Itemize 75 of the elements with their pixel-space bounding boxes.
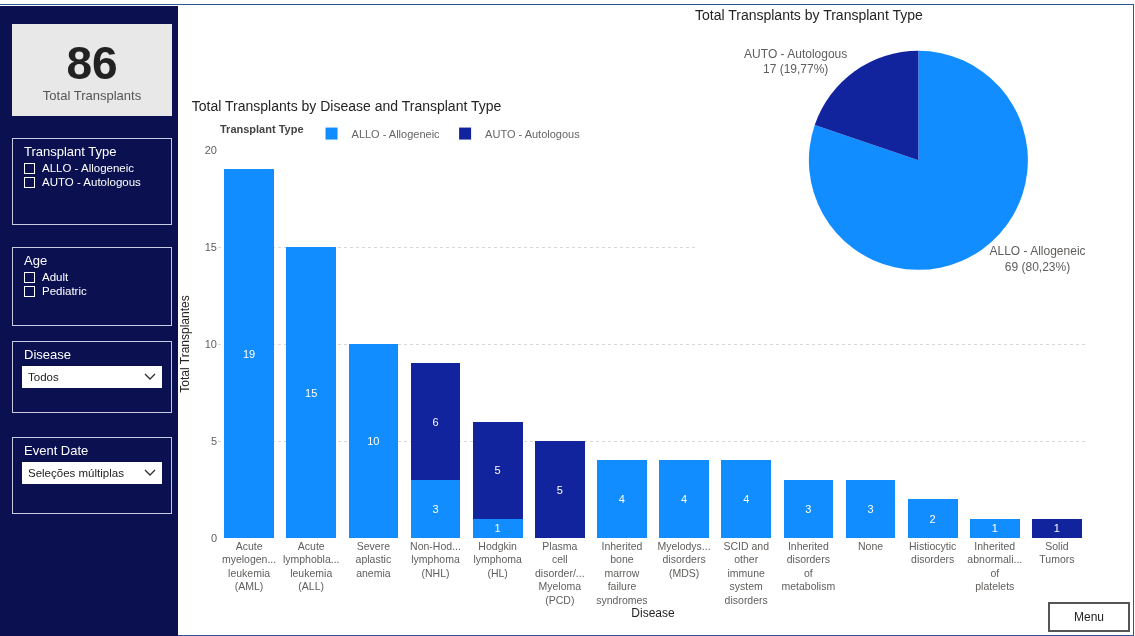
slice-label: AUTO - Autologous: [744, 46, 848, 61]
data-label: 5: [494, 464, 501, 477]
text: ALLO - Allogeneic: [41, 162, 136, 174]
data-label: 19: [242, 347, 256, 360]
data-label: 4: [743, 493, 750, 506]
x-tick-label: Inherited bone marrow failure syndromes: [596, 539, 648, 607]
y-tick-label: 0: [210, 531, 217, 544]
x-tick-label: Hodgkin lymphoma (HL): [473, 539, 523, 579]
x-tick-label: Histiocytic disorders: [909, 539, 957, 566]
y-tick-label: 5: [210, 434, 217, 447]
y-tick-label: 15: [204, 240, 217, 253]
data-label: 3: [432, 502, 439, 515]
text: Todos: [28, 371, 59, 383]
data-label: 5: [556, 483, 563, 496]
x-axis-title: Disease: [631, 606, 675, 621]
legend-title: Transplant Type: [220, 123, 304, 136]
bar: [845, 479, 896, 538]
x-tick-label: Non-Hod... lymphoma (NHL): [410, 539, 461, 579]
data-label: 3: [805, 502, 812, 515]
data-label: 17 (19,77%): [762, 62, 829, 77]
bar: [1032, 518, 1082, 538]
x-tick-label: Inherited abnormali... of platelets: [967, 539, 1023, 593]
legend-label: AUTO - Autologous: [485, 127, 581, 140]
bar: [597, 460, 647, 538]
text: Age: [24, 253, 49, 268]
bar: [348, 344, 399, 538]
text: Pediatric: [41, 285, 88, 297]
text: 86: [65, 37, 119, 89]
data-label: 69 (80,23%): [1004, 259, 1071, 274]
data-label: 4: [618, 493, 625, 506]
x-tick-label: Acute lymphobla... leukemia (ALL): [282, 539, 340, 593]
chart-title: Total Transplants by Transplant Type: [695, 7, 923, 24]
y-tick-label: 20: [204, 143, 217, 156]
text: AUTO - Autologous: [41, 176, 142, 188]
data-label: 10: [367, 435, 380, 447]
bar: [907, 499, 958, 538]
bar: [410, 479, 461, 538]
x-tick-label: Inherited disorders of metabolism: [781, 539, 836, 593]
x-tick-label: Solid Tumors: [1039, 539, 1075, 566]
y-axis-title: Total Transplantes: [178, 295, 193, 393]
text: Adult: [41, 271, 70, 283]
text: Total Transplants: [41, 88, 143, 103]
x-tick-label: Myelodys... disorders (MDS): [657, 539, 711, 579]
x-tick-label: Acute myelogen... leukemia (AML): [221, 539, 277, 593]
data-label: 2: [929, 512, 936, 525]
text: Seleções múltiplas: [28, 467, 124, 479]
bar: [659, 460, 709, 538]
data-label: 15: [305, 386, 318, 399]
chart-title: Total Transplants by Disease and Transplant Type: [191, 97, 502, 114]
bar: [472, 421, 523, 519]
text: Event Date: [24, 443, 90, 458]
bar: [969, 518, 1020, 538]
bar: [783, 479, 834, 538]
x-tick-label: Plasma cell disorder/... Myeloma (PCD): [534, 539, 585, 607]
bar: [534, 441, 585, 538]
data-label: 1: [494, 522, 501, 535]
x-tick-label: None: [857, 539, 884, 552]
x-tick-label: Severe aplastic anemia: [355, 539, 392, 579]
data-label: 6: [432, 415, 439, 428]
data-label: 4: [681, 493, 688, 506]
legend-label: ALLO - Allogeneic: [351, 127, 441, 140]
x-tick-label: SCID and other immune system disorders: [723, 539, 770, 607]
text: Menu: [1048, 602, 1130, 632]
bar: [410, 363, 461, 480]
y-tick-label: 10: [204, 337, 217, 350]
bar: [224, 169, 274, 538]
data-label: 1: [991, 522, 998, 535]
data-label: 3: [867, 502, 874, 515]
data-label: 1: [1053, 522, 1060, 535]
text: Transplant Type: [24, 144, 118, 159]
bar: [472, 518, 523, 538]
slice-label: ALLO - Allogeneic: [989, 244, 1086, 259]
text: Disease: [24, 347, 72, 362]
bar: [286, 247, 337, 538]
bar: [721, 460, 772, 538]
